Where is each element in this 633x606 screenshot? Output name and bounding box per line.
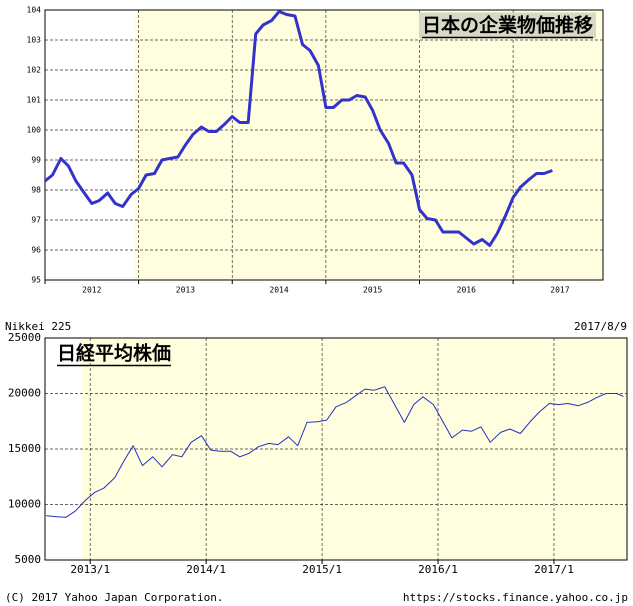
x-tick-label: 2017/1 (534, 563, 574, 576)
x-tick-label: 2016/1 (418, 563, 458, 576)
y-tick-label: 15000 (8, 442, 41, 455)
x-tick-label: 2014 (269, 286, 288, 295)
shaded-period (134, 10, 603, 280)
y-tick-label: 99 (31, 156, 41, 165)
price-line (46, 386, 624, 518)
y-tick-label: 20000 (8, 387, 41, 400)
y-tick-label: 97 (31, 216, 41, 225)
index-name: Nikkei 225 (5, 320, 71, 333)
x-tick-label: 2015 (363, 286, 382, 295)
y-tick-label: 96 (31, 246, 41, 255)
x-tick-label: 2016 (457, 286, 476, 295)
x-tick-label: 2013 (176, 286, 195, 295)
y-tick-label: 102 (27, 66, 42, 75)
chart-title: 日経平均株価 (57, 342, 171, 365)
date: 2017/8/9 (574, 320, 627, 333)
source-url: https://stocks.finance.yahoo.co.jp (403, 591, 628, 604)
y-tick-label: 25000 (8, 331, 41, 344)
title-background (418, 12, 596, 39)
y-tick-label: 100 (27, 126, 42, 135)
x-tick-label: 2017 (550, 286, 569, 295)
y-tick-label: 5000 (15, 553, 42, 566)
y-tick-label: 10000 (8, 498, 41, 511)
x-tick-label: 2015/1 (302, 563, 342, 576)
copyright: (C) 2017 Yahoo Japan Corporation. (5, 591, 224, 604)
y-tick-label: 103 (27, 36, 42, 45)
y-tick-label: 104 (27, 6, 42, 15)
x-tick-label: 2014/1 (186, 563, 226, 576)
y-tick-label: 95 (31, 276, 41, 285)
chart-title: 日本の企業物価推移 (422, 14, 593, 37)
y-tick-label: 101 (27, 96, 42, 105)
y-tick-label: 98 (31, 186, 41, 195)
plot-frame (44, 337, 628, 561)
price-line (44, 10, 553, 247)
x-tick-label: 2013/1 (70, 563, 110, 576)
x-tick-label: 2012 (82, 286, 101, 295)
plot-frame (44, 9, 604, 281)
